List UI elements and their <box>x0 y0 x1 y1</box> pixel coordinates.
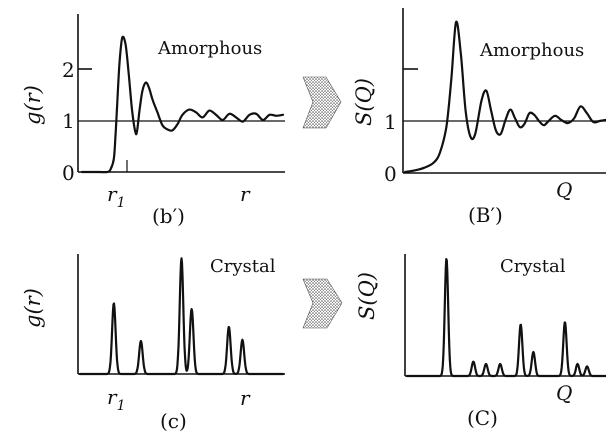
b-prime-ylabel: g(r) <box>21 85 45 125</box>
c-ylabel: g(r) <box>21 288 45 328</box>
B-prime-xlabel: Q <box>556 178 572 202</box>
b-prime-title: Amorphous <box>157 38 262 59</box>
b-prime-g-of-r-curve <box>80 35 285 174</box>
B-prime-caption: (B′) <box>468 203 503 227</box>
c-title: Crystal <box>210 256 276 277</box>
C-ylabel: S(Q) <box>355 272 379 320</box>
panel-b-prime: 2 1 0 g(r) Amorphous r1 r (b′) <box>21 14 285 228</box>
b-prime-caption: (b′) <box>152 204 185 228</box>
c-g-of-r-curve <box>78 257 285 376</box>
B-prime-ytick-label-0: 0 <box>384 162 397 186</box>
fourier-transform-arrow-bottom <box>302 278 343 329</box>
B-prime-s-of-q-curve <box>403 20 606 174</box>
C-xlabel: Q <box>556 381 572 405</box>
c-r1-label: r1 <box>107 385 125 414</box>
b-prime-ytick-label-0: 0 <box>62 161 75 185</box>
panel-C: S(Q) Crystal Q (C) <box>355 254 606 430</box>
fourier-transform-arrow-top <box>302 76 342 129</box>
b-prime-r1-label: r1 <box>107 182 125 211</box>
B-prime-ytick-label-1: 1 <box>384 110 397 134</box>
c-xlabel: r <box>240 386 251 410</box>
panel-c: g(r) Crystal r1 r (c) <box>21 254 285 433</box>
b-prime-ytick-label-2: 2 <box>62 58 75 82</box>
c-caption: (c) <box>160 409 187 433</box>
panel-B-prime: 1 0 S(Q) Amorphous Q (B′) <box>352 8 606 227</box>
b-prime-xlabel: r <box>240 182 251 206</box>
C-title: Crystal <box>500 256 566 277</box>
C-s-of-q-curve <box>405 258 606 378</box>
B-prime-ylabel: S(Q) <box>352 78 376 126</box>
b-prime-ytick-label-1: 1 <box>62 109 75 133</box>
C-caption: (C) <box>467 406 498 430</box>
B-prime-title: Amorphous <box>479 40 584 61</box>
